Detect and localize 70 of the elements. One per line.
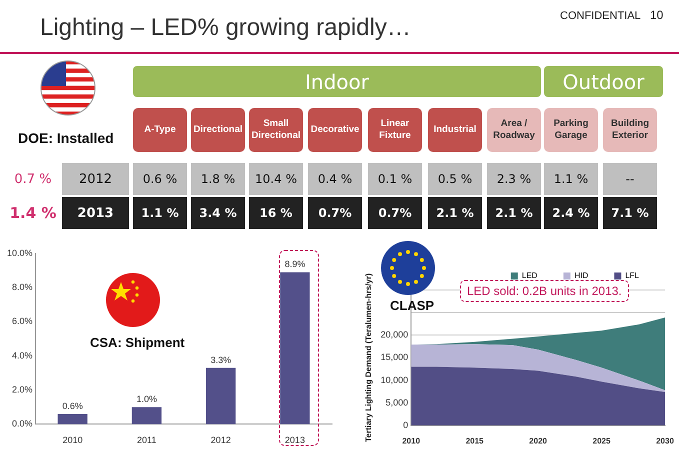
bar (206, 368, 236, 424)
x-tick-label: Linear Fixture (368, 108, 422, 152)
legend-label: HID (574, 271, 588, 280)
x-tick-label: 2012 (210, 435, 231, 446)
data-label: 16 % (249, 197, 303, 229)
y2-tick-label: 1.4 % (8, 203, 58, 224)
y-tick-label: 6.0% (12, 316, 33, 326)
data-label: 0.6 % (133, 163, 187, 195)
data-label: 0.1 % (368, 163, 422, 195)
y-tick-label: 4.0% (12, 350, 33, 360)
annotation: CLASP (390, 298, 434, 313)
data-label: 1.1 % (544, 163, 598, 195)
y-tick-label: 0.0% (12, 418, 33, 429)
text: 10 (650, 8, 664, 22)
text: Indoor (133, 66, 541, 97)
legend-label: LFL (625, 271, 640, 280)
data-label: 0.6% (62, 400, 83, 411)
x-tick-label: 2020 (529, 436, 548, 446)
data-label: 8.9% (284, 259, 306, 270)
data-label: 1.1 % (133, 197, 187, 229)
annotation: LED sold: 0.2B units in 2013. (460, 280, 629, 302)
text: -- (626, 172, 634, 186)
data-label: 3.4 % (191, 197, 245, 229)
x-tick-label: 2030 (656, 436, 674, 446)
text: CONFIDENTIAL (560, 10, 641, 22)
legend-label: LED (522, 271, 538, 280)
y-tick-label: 15,000 (380, 352, 408, 362)
x-tick-label: Directional (191, 108, 245, 152)
x-tick-label: Parking Garage (544, 108, 598, 152)
bar (132, 407, 162, 424)
x-tick-label: Industrial (428, 108, 482, 152)
x-tick-label: 2025 (592, 436, 611, 446)
x-tick-label: 2015 (466, 436, 484, 446)
y-tick-label: 2.0% (12, 384, 33, 395)
x-tick-label: Area / Roadway (487, 108, 541, 152)
y-tick-label: 10,000 (380, 374, 408, 385)
data-label: 2.1 % (487, 197, 541, 229)
data-label: 7.1 % (603, 197, 657, 229)
data-label: 1.0% (136, 394, 157, 404)
x-tick-label: Decorative (308, 108, 362, 152)
y-tick-label: 8.0% (12, 282, 33, 292)
data-label: 1.8 % (191, 163, 245, 195)
y2-tick-label: 0.7 % (13, 170, 53, 188)
data-label: 2.1 % (428, 197, 482, 229)
chart-subtitle: DOE: Installed (18, 130, 114, 146)
x-tick-label: 2010 (62, 435, 83, 446)
annotation: CSA: Shipment (90, 335, 185, 350)
x-tick-label: A-Type (133, 108, 187, 152)
y-tick-label: 10.0% (6, 248, 33, 258)
x-tick-label: 2010 (402, 436, 421, 446)
data-label: 10.4 % (249, 163, 303, 195)
bar (58, 414, 88, 424)
y-tick-label: 5,000 (386, 397, 408, 408)
x-tick-label: Small Directional (249, 108, 303, 152)
data-label: 3.3% (210, 354, 232, 365)
y-axis-title: Tertiary Lighting Demand (Teralumen-hrs/yr) (364, 273, 374, 442)
data-label: 0.5 % (428, 163, 482, 195)
data-label: 0.7% (368, 197, 422, 229)
x-tick-label: 2013 (284, 435, 305, 446)
data-label: 2.3 % (487, 163, 541, 195)
text: Outdoor (544, 66, 663, 97)
y-tick-label: 0 (403, 420, 408, 430)
chart-title: Lighting – LED% growing rapidly… (40, 14, 411, 42)
data-label: 0.7% (308, 197, 362, 229)
y-tick-label: 20,000 (380, 330, 408, 340)
bar (280, 272, 310, 424)
x-tick-label: Building Exterior (603, 108, 657, 152)
data-label: 0.4 % (308, 163, 362, 195)
data-label: 2.4 % (544, 197, 598, 229)
x-tick-label: 2011 (137, 435, 156, 446)
